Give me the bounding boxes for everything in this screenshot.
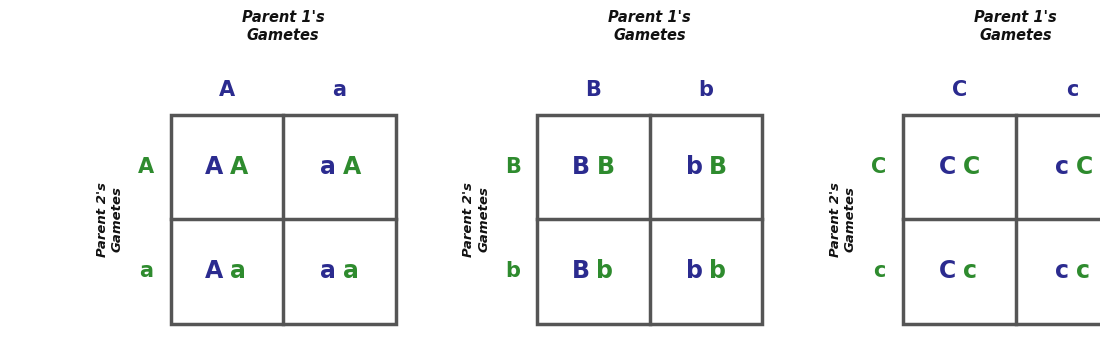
Text: Parent 2's
Gametes: Parent 2's Gametes (462, 182, 491, 257)
Text: c: c (1055, 155, 1069, 179)
Bar (170, 115, 396, 324)
Text: A: A (139, 157, 154, 177)
Text: c: c (872, 261, 886, 282)
Text: C: C (1076, 155, 1092, 179)
Text: a: a (343, 260, 359, 283)
Text: A: A (343, 155, 361, 179)
Text: A: A (230, 155, 249, 179)
Bar (903, 115, 1100, 324)
Text: A: A (219, 80, 235, 101)
Text: a: a (230, 260, 246, 283)
Text: a: a (320, 260, 337, 283)
Text: A: A (206, 260, 223, 283)
Text: A: A (206, 155, 223, 179)
Text: b: b (685, 260, 703, 283)
Text: Parent 2's
Gametes: Parent 2's Gametes (828, 182, 857, 257)
Text: B: B (585, 80, 601, 101)
Text: a: a (320, 155, 337, 179)
Text: b: b (596, 260, 614, 283)
Text: c: c (1055, 260, 1069, 283)
Text: C: C (939, 260, 956, 283)
Text: B: B (572, 155, 590, 179)
Text: b: b (710, 260, 726, 283)
Bar (537, 115, 762, 324)
Text: B: B (572, 260, 590, 283)
Text: C: C (939, 155, 956, 179)
Text: Parent 1's
Gametes: Parent 1's Gametes (608, 10, 691, 43)
Text: C: C (952, 80, 967, 101)
Text: B: B (596, 155, 615, 179)
Text: b: b (698, 80, 714, 101)
Text: B: B (505, 157, 520, 177)
Text: Parent 1's
Gametes: Parent 1's Gametes (242, 10, 324, 43)
Text: a: a (332, 80, 346, 101)
Text: Parent 1's
Gametes: Parent 1's Gametes (975, 10, 1057, 43)
Text: a: a (140, 261, 153, 282)
Text: C: C (962, 155, 980, 179)
Text: b: b (505, 261, 520, 282)
Text: c: c (962, 260, 977, 283)
Text: c: c (1066, 80, 1078, 101)
Text: b: b (685, 155, 703, 179)
Text: C: C (871, 157, 887, 177)
Text: c: c (1076, 260, 1089, 283)
Text: Parent 2's
Gametes: Parent 2's Gametes (96, 182, 124, 257)
Text: B: B (710, 155, 727, 179)
